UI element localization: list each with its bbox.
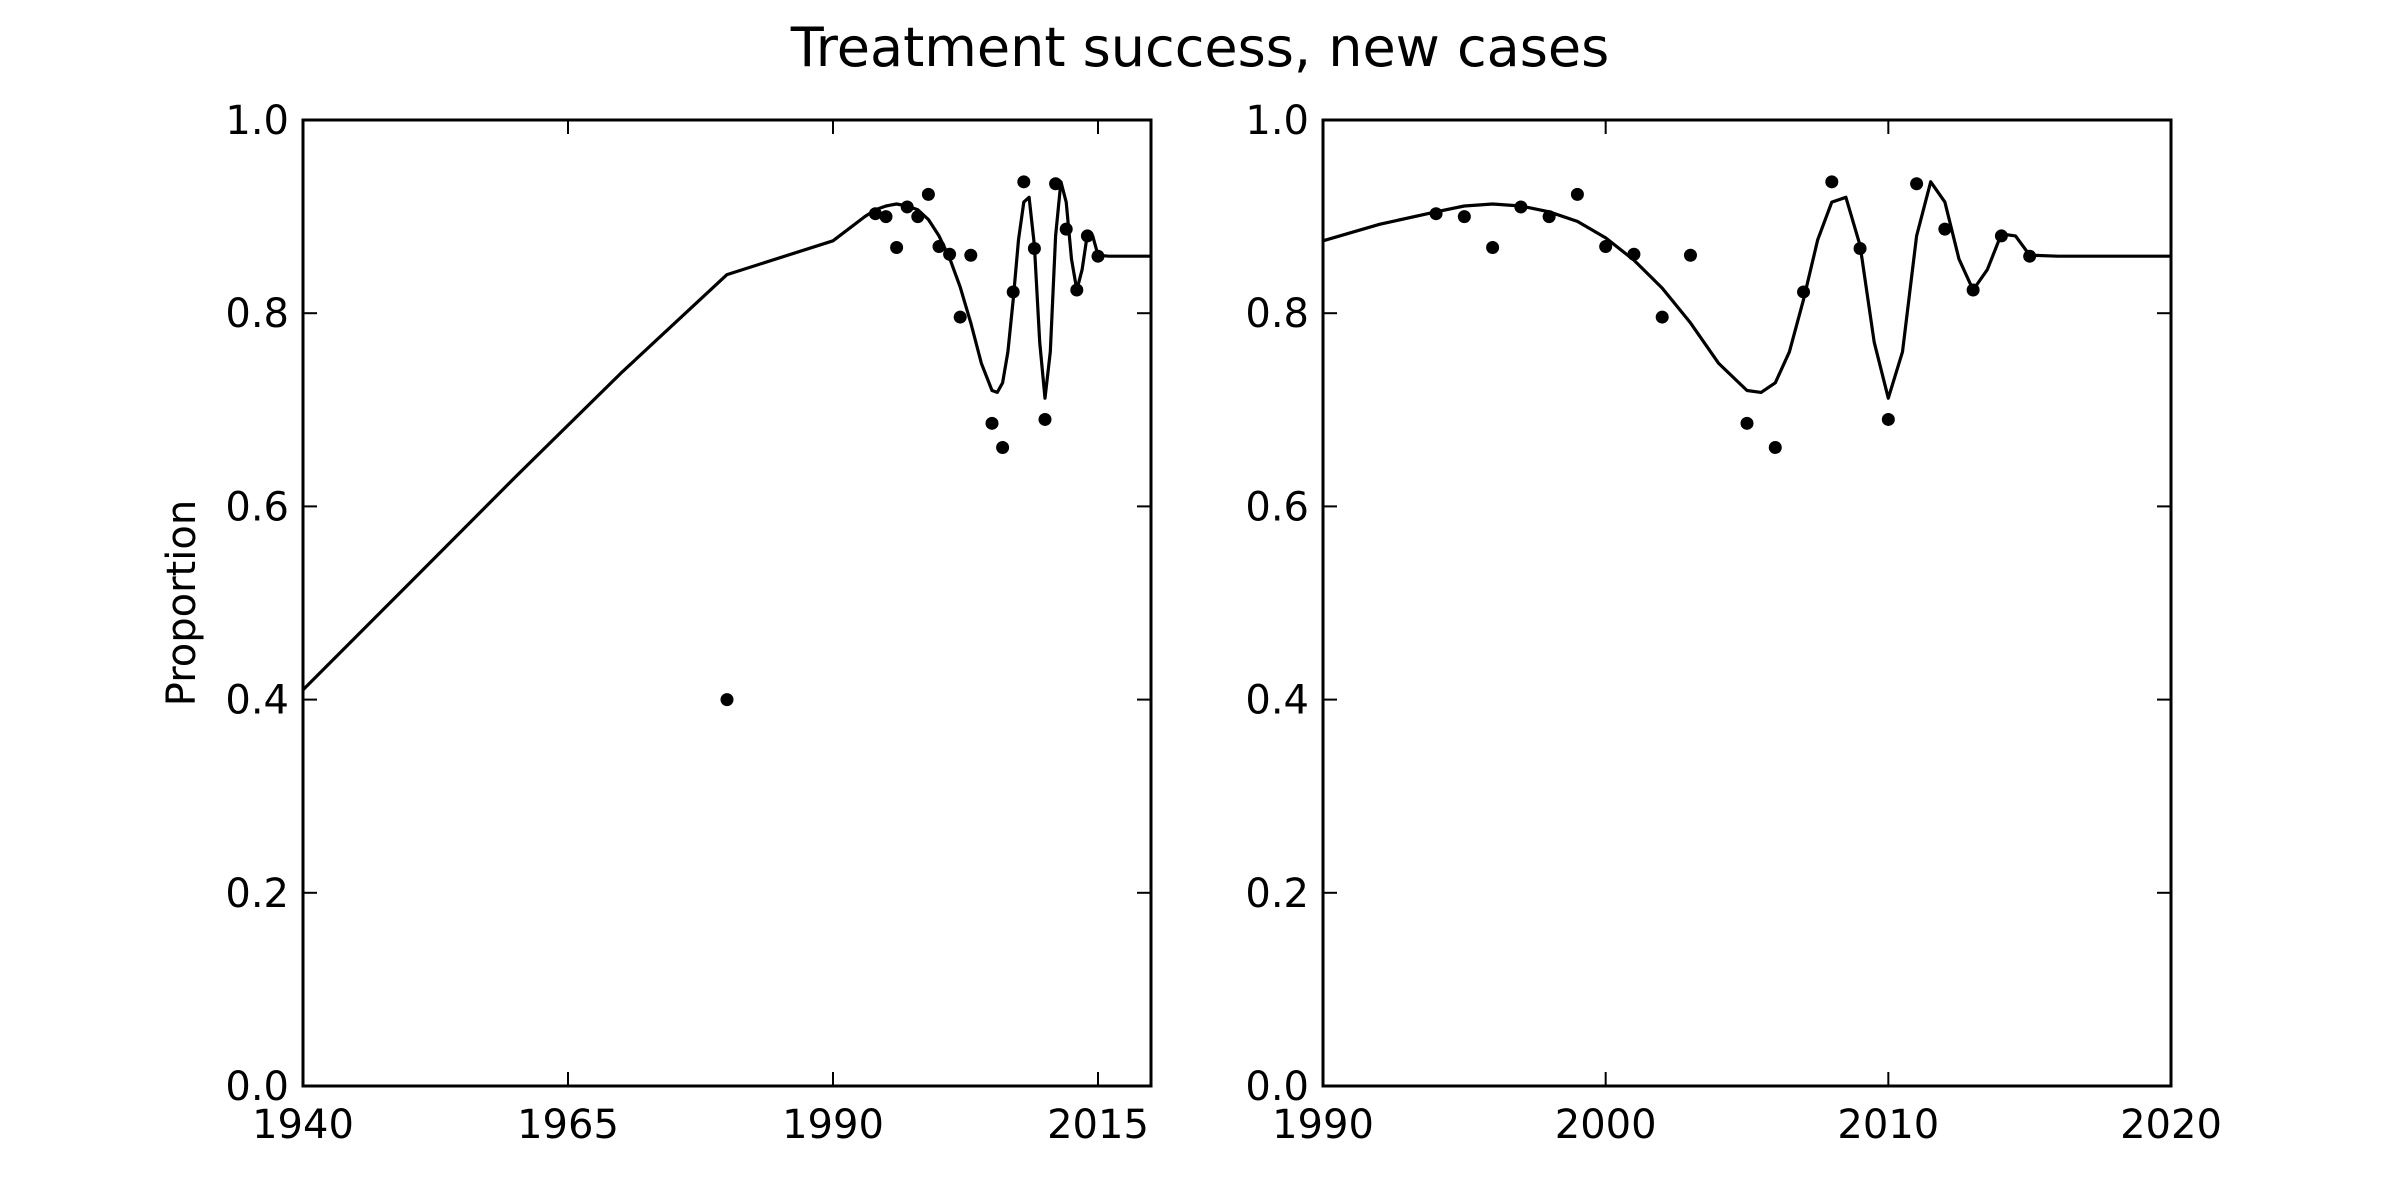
data-point bbox=[953, 310, 967, 324]
data-point bbox=[868, 207, 882, 221]
data-point bbox=[932, 240, 946, 254]
y-tick-label: 1.0 bbox=[1245, 98, 1309, 144]
chart-panel-1: 1940 1965 1990 2015 0.0 0.2 0.4 0.6 0.8 1.0 Propor… bbox=[159, 98, 1153, 1148]
data-point bbox=[943, 247, 957, 261]
data-point bbox=[985, 416, 999, 430]
data-point bbox=[879, 210, 893, 224]
data-point bbox=[1740, 416, 1754, 430]
data-point bbox=[1768, 440, 1782, 454]
data-point bbox=[1599, 240, 1613, 254]
data-point bbox=[900, 200, 914, 214]
data-point bbox=[1627, 247, 1641, 261]
data-point bbox=[1938, 222, 1952, 236]
y-tick-label: 0.8 bbox=[1245, 291, 1309, 337]
data-point bbox=[1825, 175, 1839, 189]
data-point bbox=[1881, 412, 1895, 426]
data-point bbox=[1655, 310, 1669, 324]
data-point bbox=[2023, 249, 2037, 263]
data-point bbox=[1027, 241, 1041, 255]
data-point bbox=[720, 693, 734, 707]
y-tick-label: 0.8 bbox=[225, 291, 289, 337]
x-tick-label: 1940 bbox=[252, 1102, 354, 1148]
y-tick-label: 0.4 bbox=[225, 678, 289, 724]
data-point bbox=[1091, 249, 1105, 263]
data-point bbox=[1429, 207, 1443, 221]
y-tick-label: 0.0 bbox=[225, 1064, 289, 1110]
data-point bbox=[1853, 241, 1867, 255]
figure-title: Treatment success, new cases bbox=[790, 16, 1610, 79]
y-tick-label: 0.2 bbox=[1245, 871, 1309, 917]
data-point bbox=[1049, 177, 1063, 191]
data-point bbox=[1486, 241, 1500, 255]
data-point bbox=[1683, 248, 1697, 262]
data-point bbox=[964, 248, 978, 262]
data-point bbox=[1570, 187, 1584, 201]
chart-panel-2: 1990 2000 2010 2020 0.0 0.2 0.4 0.6 0.8 1.0 bbox=[1245, 98, 2222, 1148]
data-point bbox=[1994, 229, 2008, 243]
plot-frame bbox=[301, 118, 1153, 1088]
data-point bbox=[1457, 210, 1471, 224]
y-tick-label: 0.2 bbox=[225, 871, 289, 917]
data-point bbox=[1017, 175, 1031, 189]
data-point bbox=[921, 187, 935, 201]
y-tick-label: 1.0 bbox=[225, 98, 289, 144]
fit-line bbox=[303, 180, 1151, 692]
data-point bbox=[1070, 283, 1084, 297]
y-axis-label: Proportion bbox=[159, 500, 205, 706]
data-point bbox=[911, 210, 925, 224]
data-point bbox=[1542, 210, 1556, 224]
data-point bbox=[1006, 285, 1020, 299]
y-tick-label: 0.6 bbox=[1245, 484, 1309, 530]
data-point bbox=[1797, 285, 1811, 299]
plot-frame bbox=[1321, 118, 2173, 1088]
x-tick-label: 2010 bbox=[1837, 1102, 1939, 1148]
fit-line bbox=[1323, 180, 2171, 400]
data-point bbox=[996, 440, 1010, 454]
data-point bbox=[890, 241, 904, 255]
data-point bbox=[1966, 283, 1980, 297]
data-point bbox=[1038, 412, 1052, 426]
x-tick-label: 2020 bbox=[2120, 1102, 2222, 1148]
x-tick-label: 1990 bbox=[1272, 1102, 1374, 1148]
x-tick-label: 1990 bbox=[782, 1102, 884, 1148]
data-point bbox=[1910, 177, 1924, 191]
data-point bbox=[1059, 222, 1073, 236]
y-tick-label: 0.4 bbox=[1245, 678, 1309, 724]
x-tick-label: 2000 bbox=[1555, 1102, 1657, 1148]
data-point bbox=[1080, 229, 1094, 243]
x-tick-label: 1965 bbox=[517, 1102, 619, 1148]
y-tick-label: 0.6 bbox=[225, 484, 289, 530]
data-point bbox=[1514, 200, 1528, 214]
y-tick-label: 0.0 bbox=[1245, 1064, 1309, 1110]
x-tick-label: 2015 bbox=[1047, 1102, 1149, 1148]
